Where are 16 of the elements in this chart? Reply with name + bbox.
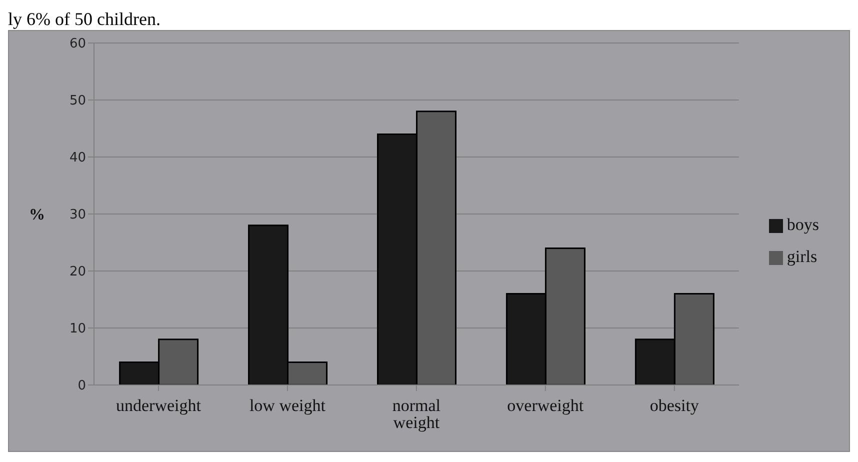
x-tick-label: obesity bbox=[650, 396, 700, 416]
y-tick-label: 30 bbox=[69, 208, 86, 223]
y-tick-label: 20 bbox=[69, 264, 86, 280]
y-axis-title: % bbox=[29, 206, 45, 224]
y-tick-label: 40 bbox=[69, 150, 86, 166]
y-tick-label: 50 bbox=[69, 94, 86, 109]
legend-label: boys bbox=[786, 215, 819, 234]
x-tick-label: underweight bbox=[116, 396, 202, 416]
y-tick-label: 60 bbox=[69, 36, 86, 52]
x-tick-label: normal weight bbox=[392, 396, 441, 432]
y-tick-label: 0 bbox=[78, 378, 86, 394]
x-tick-label: low weight bbox=[249, 396, 326, 416]
text: ly 6% of 50 children. bbox=[8, 8, 162, 30]
legend-label: girls bbox=[786, 247, 818, 266]
y-tick-label: 10 bbox=[69, 322, 86, 337]
x-tick-label: overweight bbox=[507, 396, 584, 416]
